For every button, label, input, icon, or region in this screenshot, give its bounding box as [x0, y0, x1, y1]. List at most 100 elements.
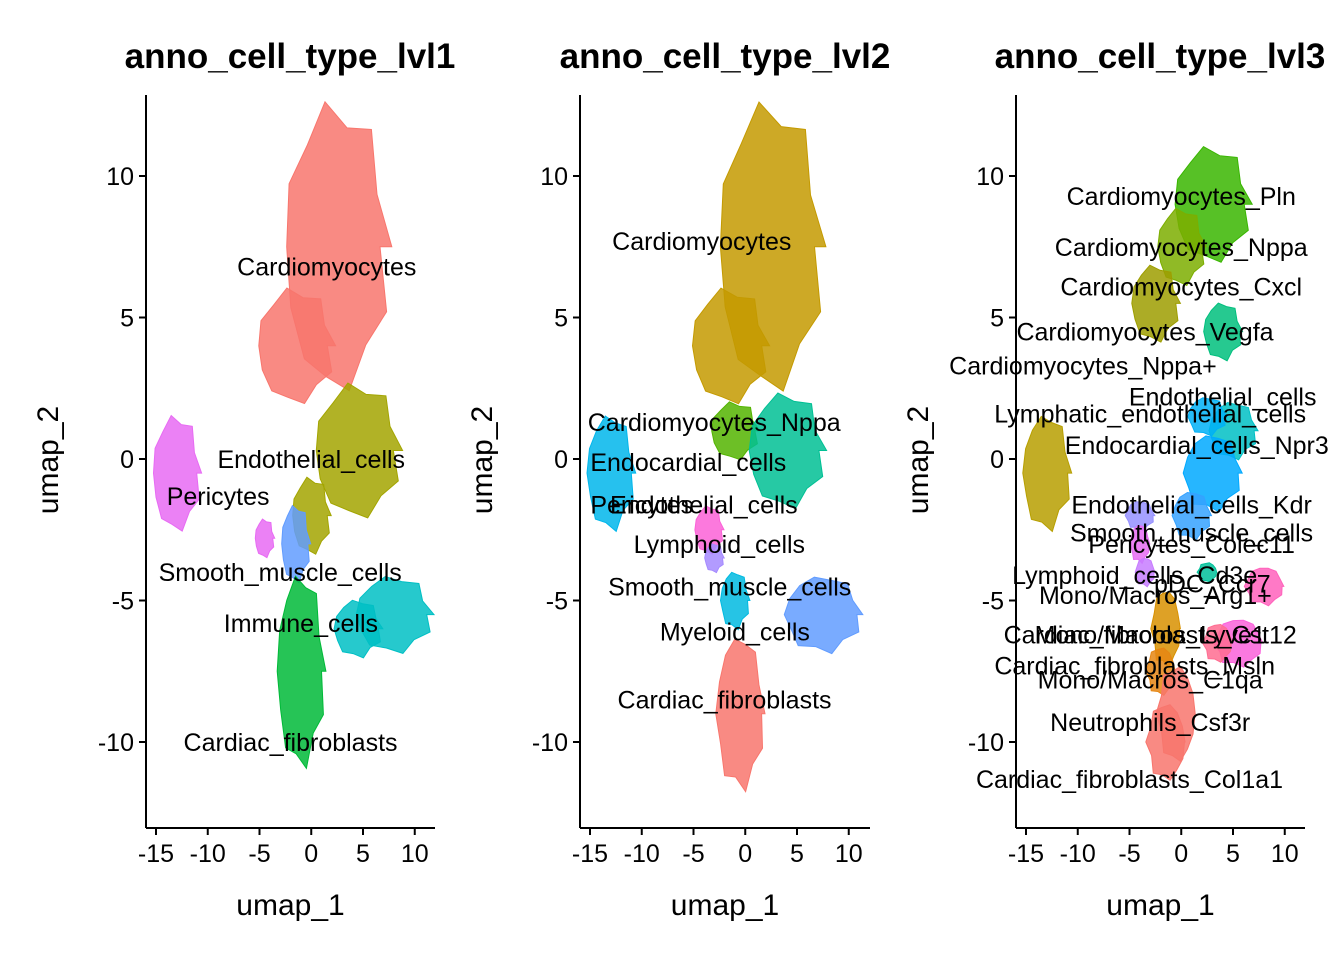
cluster-label: Endocardial_cells_Npr3: [1065, 432, 1329, 460]
x-tick-label: -5: [248, 840, 270, 868]
y-tick-label: -5: [112, 588, 134, 616]
cluster-points: [1157, 207, 1208, 287]
x-tick-label: 10: [835, 840, 863, 868]
cluster-layer: [152, 100, 436, 770]
x-tick-label: 0: [304, 840, 318, 868]
cluster-points: [711, 401, 761, 461]
umap-panel-2: -15 -10 -5 0 5 10 -10 -5 0 5 10 Cardiomyocytes Cardi…: [466, 37, 890, 922]
cluster-points: [1182, 435, 1244, 513]
panel-title: anno_cell_type_lvl2: [560, 37, 891, 76]
cluster-label: Smooth_muscle_cells: [608, 573, 851, 601]
cluster-points: [315, 382, 404, 519]
x-tick-label: 10: [1271, 840, 1299, 868]
cluster-points: [1022, 415, 1073, 533]
y-tick-label: -10: [968, 729, 1004, 757]
cluster-label: Myeloid_cells: [660, 619, 810, 647]
cluster-label: Cardiomyocytes_Vegfa: [1016, 319, 1273, 347]
cluster-label: Endothelial_cells: [1129, 384, 1317, 412]
cluster-label: Lymphatic_endothelial_cells: [994, 401, 1306, 429]
x-tick-label: -15: [572, 840, 608, 868]
x-tick-label: 0: [738, 840, 752, 868]
cluster-label: Endocardial_cells: [590, 449, 786, 477]
cluster-points: [715, 638, 766, 793]
x-tick-label: -10: [190, 840, 226, 868]
y-tick-label: 10: [540, 163, 568, 191]
cluster-label: Cardiomyocytes_Nppa: [588, 409, 841, 437]
cluster-label: Mono/Macros_Arg1+: [1039, 582, 1272, 610]
cluster-points: [1131, 264, 1182, 343]
cluster-points: [1196, 562, 1218, 583]
y-tick-label: 0: [554, 446, 568, 474]
cluster-label: Smooth_muscle_cells: [1070, 520, 1313, 548]
cluster-points: [1201, 623, 1233, 663]
cluster-label: Cardiomyocytes_Nppa: [1055, 234, 1308, 262]
panel-title: anno_cell_type_lvl1: [125, 37, 456, 76]
cluster-points: [1155, 665, 1196, 762]
x-tick-label: 5: [356, 840, 370, 868]
cluster-label: Smooth_muscle_cells: [159, 559, 402, 587]
y-tick-label: -10: [98, 729, 134, 757]
x-tick-label: 5: [1226, 840, 1240, 868]
x-tick-label: -10: [1060, 840, 1096, 868]
x-tick-label: -5: [682, 840, 704, 868]
cluster-label: Endothelial_cells: [217, 446, 405, 474]
y-tick-label: 0: [990, 446, 1004, 474]
umap-panel-1: -15 -10 -5 0 5 10 -10 -5 0 5 10 Cardiomyocytes Endot…: [32, 37, 455, 922]
cluster-label: Mono/Macros_Lyve1: [1035, 621, 1266, 649]
cluster-label: Endothelial_cells_Kdr: [1071, 491, 1311, 519]
cluster-points: [152, 414, 203, 532]
cluster-points: [1187, 397, 1229, 437]
cluster-points: [704, 543, 726, 574]
x-tick-label: 10: [401, 840, 429, 868]
cluster-points: [1124, 501, 1156, 531]
cluster-layer: [586, 101, 864, 793]
y-tick-label: 10: [106, 163, 134, 191]
cluster-points: [254, 518, 276, 559]
cluster-label: Pericytes: [167, 483, 270, 511]
cluster-points: [281, 504, 312, 584]
cluster-points: [1203, 302, 1244, 362]
cluster-label: Lymphoid_cells_Cd3e: [1012, 562, 1257, 590]
cluster-points: [719, 571, 751, 631]
cluster-label: Cardiomyocytes: [612, 228, 791, 256]
cluster-points: [586, 415, 637, 533]
y-tick-label: -10: [532, 729, 568, 757]
y-tick-label: 5: [554, 305, 568, 333]
x-axis-label: umap_1: [1106, 889, 1214, 922]
cluster-label: Cardiac_fibroblasts: [618, 687, 832, 715]
cluster-points: [258, 287, 337, 405]
x-tick-label: -10: [624, 840, 660, 868]
cluster-label: Cardiomyocytes_Nppa+: [949, 353, 1217, 381]
y-tick-label: 5: [990, 305, 1004, 333]
cluster-points: [1171, 491, 1213, 541]
cluster-label: Pericytes: [590, 491, 693, 519]
cluster-label: Cardiomyocytes_Pln: [1067, 183, 1296, 211]
cluster-label: Cardiomyocytes: [237, 254, 416, 282]
cluster-label: Cardiomyocytes_Cxcl: [1060, 273, 1302, 301]
x-axis-label: umap_1: [671, 889, 779, 922]
y-axis-label: umap_2: [466, 406, 499, 514]
y-axis-label: umap_2: [32, 406, 65, 514]
y-tick-label: 10: [976, 163, 1004, 191]
cluster-label: Pericytes_Colec11: [1088, 531, 1295, 559]
cluster-label: pDC_Ccr7: [1154, 571, 1271, 599]
cluster-points: [333, 599, 384, 659]
x-tick-label: -15: [138, 840, 174, 868]
cluster-label: Immune_cells: [224, 610, 378, 638]
umap-panel-3: -15 -10 -5 0 5 10 -10 -5 0 5 10 Cardiomyocytes_Pln C…: [902, 37, 1329, 922]
y-tick-label: 0: [120, 446, 134, 474]
x-axis-label: umap_1: [236, 889, 344, 922]
x-tick-label: 5: [790, 840, 804, 868]
cluster-layer: [1022, 145, 1285, 782]
cluster-points: [1134, 558, 1156, 588]
x-tick-label: -15: [1008, 840, 1044, 868]
y-tick-label: -5: [982, 588, 1004, 616]
x-tick-label: -5: [1118, 840, 1140, 868]
x-tick-label: 0: [1174, 840, 1188, 868]
cluster-label: Neutrophils_Csf3r: [1050, 709, 1250, 737]
cluster-label: Cardiac_fibroblasts_Msln: [994, 653, 1275, 681]
cluster-label: Cardiac_fibroblasts_Col1a1: [976, 766, 1283, 794]
cluster-points: [783, 576, 864, 655]
cluster-label: Mono/Macros_C1qa: [1038, 667, 1263, 695]
